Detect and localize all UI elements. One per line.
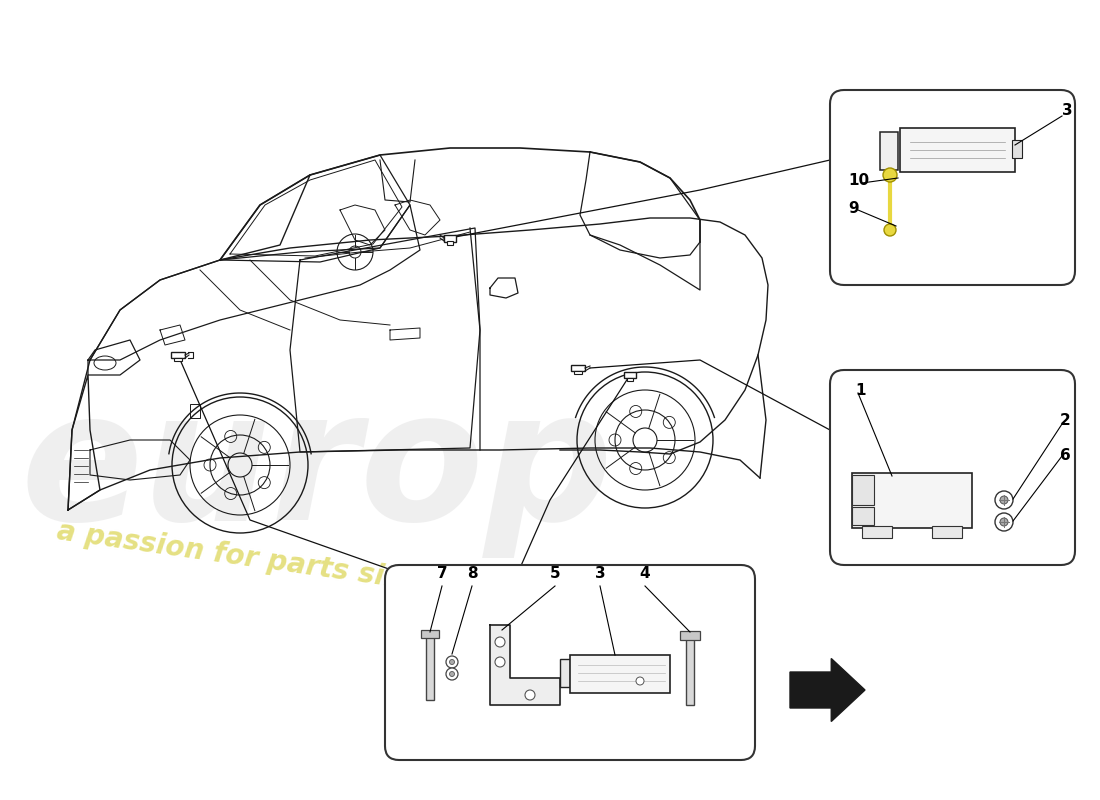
Circle shape	[450, 671, 454, 677]
Bar	[574, 371, 582, 374]
Bar	[852, 473, 972, 528]
Circle shape	[450, 659, 454, 665]
Bar	[560, 659, 570, 687]
Text: 7: 7	[437, 566, 448, 581]
Bar	[190, 404, 200, 418]
Circle shape	[996, 513, 1013, 531]
Circle shape	[495, 637, 505, 647]
Bar	[571, 365, 585, 371]
Bar	[444, 235, 456, 242]
Circle shape	[1000, 496, 1008, 504]
Bar	[447, 241, 453, 245]
Bar	[174, 358, 182, 361]
Text: 2: 2	[1059, 413, 1070, 428]
Circle shape	[525, 690, 535, 700]
Text: 5: 5	[550, 566, 560, 581]
Text: 3: 3	[1062, 103, 1072, 118]
Text: 9: 9	[848, 201, 859, 216]
Circle shape	[495, 657, 505, 667]
Bar	[686, 637, 694, 705]
Bar	[852, 475, 874, 505]
Bar	[627, 378, 632, 381]
Bar	[170, 352, 185, 358]
Circle shape	[1000, 518, 1008, 526]
Bar	[932, 526, 962, 538]
Text: 1: 1	[855, 383, 866, 398]
Bar	[852, 507, 874, 525]
Bar	[426, 635, 434, 700]
Bar	[421, 630, 439, 638]
Circle shape	[636, 677, 644, 685]
Bar	[1012, 140, 1022, 158]
Circle shape	[884, 224, 896, 236]
Text: 6: 6	[1059, 448, 1070, 463]
Text: 10: 10	[848, 173, 869, 188]
Bar	[880, 132, 898, 170]
Bar	[570, 655, 670, 693]
Text: 8: 8	[466, 566, 477, 581]
Text: 4: 4	[640, 566, 650, 581]
Text: europ: europ	[20, 382, 613, 558]
Bar	[680, 631, 700, 640]
Text: 3: 3	[595, 566, 605, 581]
FancyBboxPatch shape	[830, 370, 1075, 565]
Circle shape	[996, 491, 1013, 509]
FancyBboxPatch shape	[830, 90, 1075, 285]
Circle shape	[446, 656, 458, 668]
Text: a passion for parts since 1955: a passion for parts since 1955	[55, 518, 526, 611]
Bar	[900, 128, 1015, 172]
Circle shape	[883, 168, 896, 182]
Bar	[862, 526, 892, 538]
Bar	[624, 372, 636, 378]
Circle shape	[446, 668, 458, 680]
Polygon shape	[790, 658, 865, 722]
Polygon shape	[490, 625, 560, 705]
FancyBboxPatch shape	[385, 565, 755, 760]
